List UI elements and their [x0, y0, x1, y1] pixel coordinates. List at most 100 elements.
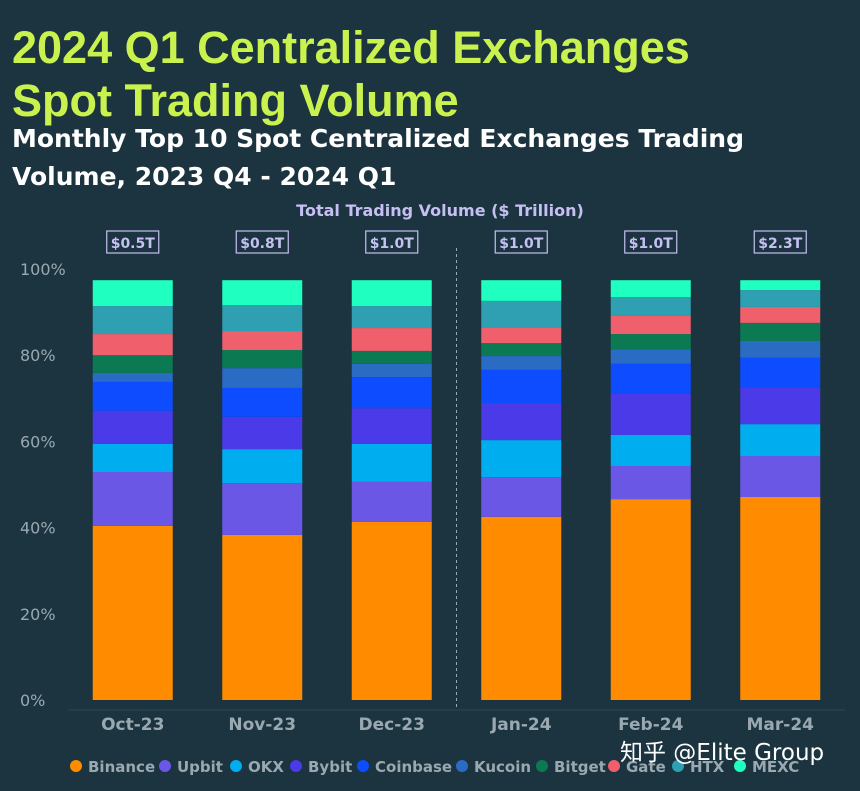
- total-label: $0.8T: [240, 236, 285, 252]
- x-tick-label: Dec-23: [359, 715, 425, 735]
- bar-segment: [610, 434, 691, 466]
- legend-label: Bybit: [308, 758, 352, 776]
- bar-segment: [351, 521, 432, 700]
- bar-segment: [610, 363, 691, 394]
- y-tick-label: 40%: [20, 519, 56, 538]
- total-label-box: [624, 230, 678, 254]
- legend-label: Bitget: [554, 758, 606, 776]
- legend-label: HTX: [690, 758, 725, 776]
- bar-segment: [222, 368, 303, 388]
- bar-segment: [481, 327, 562, 344]
- bar-segment: [92, 410, 173, 444]
- y-tick-label: 0%: [20, 691, 45, 710]
- bar-segment: [92, 280, 173, 307]
- x-tick-label: Jan-24: [490, 715, 552, 735]
- watermark: 知乎 @Elite Group: [620, 740, 824, 766]
- bar-segment: [610, 315, 691, 335]
- x-tick-label: Mar-24: [747, 715, 815, 735]
- bar-segment: [740, 290, 821, 307]
- bar-segment: [92, 525, 173, 700]
- chart-title: 2024 Q1 Centralized Exchanges: [12, 22, 690, 73]
- bar-segment: [481, 477, 562, 517]
- total-label: $2.3T: [758, 236, 803, 252]
- bar-segment: [222, 331, 303, 351]
- bar-segment: [740, 424, 821, 457]
- bar-segment: [351, 350, 432, 364]
- bar-segment: [92, 372, 173, 382]
- bar-segment: [92, 306, 173, 335]
- bar-segment: [610, 297, 691, 316]
- x-tick-label: Oct-23: [101, 715, 164, 735]
- legend-marker: [608, 760, 620, 772]
- legend-label: Binance: [88, 758, 155, 776]
- bar-segment: [610, 280, 691, 298]
- bar-segment: [610, 349, 691, 364]
- legend-marker: [357, 760, 369, 772]
- legend-marker: [672, 760, 684, 772]
- bar-segment: [222, 305, 303, 332]
- bar-segment: [92, 443, 173, 473]
- bar-segment: [481, 516, 562, 700]
- legend-label: MEXC: [752, 758, 799, 776]
- totals-title: Total Trading Volume ($ Trillion): [296, 201, 584, 220]
- bar-segment: [740, 387, 821, 425]
- x-tick-label: Nov-23: [228, 715, 296, 735]
- legend-marker: [734, 760, 746, 772]
- bar-segment: [351, 363, 432, 378]
- legend-marker: [70, 760, 82, 772]
- bar-segment: [351, 443, 432, 482]
- x-tick-label: Feb-24: [618, 715, 684, 735]
- bar-segment: [351, 306, 432, 329]
- legend-marker: [290, 760, 302, 772]
- legend-label: Coinbase: [375, 758, 452, 776]
- total-label-box: [365, 230, 419, 254]
- legend-label: OKX: [248, 758, 284, 776]
- bar-segment: [222, 416, 303, 450]
- bar-segment: [740, 306, 821, 323]
- total-label: $1.0T: [370, 236, 415, 252]
- bar-segment: [610, 334, 691, 350]
- bar-segment: [222, 350, 303, 369]
- total-label-box: [235, 230, 289, 254]
- bar-segment: [351, 328, 432, 351]
- bar-segment: [92, 334, 173, 356]
- legend-marker: [536, 760, 548, 772]
- legend-marker: [159, 760, 171, 772]
- bar-segment: [222, 534, 303, 700]
- y-tick-label: 60%: [20, 432, 56, 451]
- bar-segment: [92, 355, 173, 373]
- chart-subtitle: Monthly Top 10 Spot Centralized Exchange…: [12, 124, 744, 153]
- bar-segment: [610, 393, 691, 435]
- bar-segment: [351, 408, 432, 444]
- bar-segment: [610, 499, 691, 700]
- legend-marker: [230, 760, 242, 772]
- legend-label: Upbit: [177, 758, 223, 776]
- bar-segment: [351, 481, 432, 522]
- bar-segment: [222, 280, 303, 306]
- bar-segment: [740, 322, 821, 341]
- bar-segment: [481, 356, 562, 370]
- chart-subtitle: Volume, 2023 Q4 - 2024 Q1: [12, 162, 396, 191]
- bar-segment: [481, 343, 562, 357]
- bar-segment: [740, 280, 821, 291]
- bar-segment: [92, 472, 173, 526]
- bar-segment: [740, 340, 821, 358]
- legend-marker: [456, 760, 468, 772]
- bar-segment: [610, 465, 691, 500]
- y-tick-label: 100%: [20, 260, 66, 279]
- legend-label: Gate: [626, 758, 666, 776]
- bar-segment: [222, 483, 303, 535]
- legend-label: Kucoin: [474, 758, 531, 776]
- y-tick-label: 20%: [20, 605, 56, 624]
- bar-segment: [222, 387, 303, 417]
- bar-segment: [481, 369, 562, 404]
- total-label: $1.0T: [499, 236, 544, 252]
- bar-segment: [481, 280, 562, 301]
- total-label-box: [106, 230, 160, 254]
- bar-segment: [740, 456, 821, 497]
- y-tick-label: 80%: [20, 346, 56, 365]
- bar-segment: [481, 300, 562, 328]
- bar-segment: [351, 377, 432, 409]
